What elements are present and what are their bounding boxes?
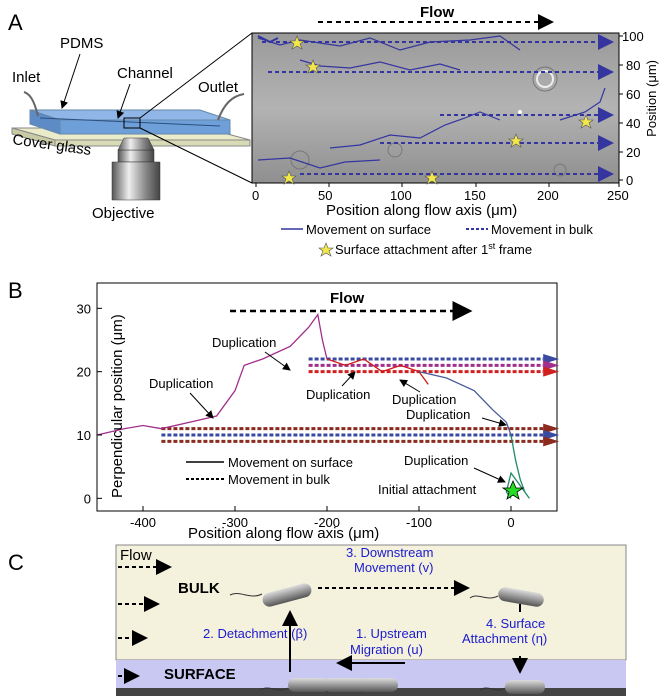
flow-label-a: Flow [420, 4, 454, 21]
panel-a-axes [255, 35, 623, 187]
panel-b-legend: Movement on surface Movement in bulk [186, 455, 353, 487]
bulk-arrowhead-5 [543, 436, 560, 447]
step2-label: 2. Detachment (β) [203, 626, 307, 641]
b-ytick-label-1: 10 [77, 428, 91, 443]
bulk-label: BULK [178, 580, 220, 597]
bulk-arrowhead-3 [543, 423, 560, 434]
c-flow-label: Flow [120, 547, 152, 564]
c-flow-arrows [118, 559, 172, 684]
a-legend-attach: Surface attachment after 1st frame [335, 241, 532, 257]
bulk-arrowhead-1 [543, 360, 560, 371]
a-xtick-4: 200 [537, 188, 559, 203]
a-ytick-4: 80 [626, 58, 640, 73]
a-y-axis-title: Position (μm) [644, 60, 659, 137]
channel-label: Channel [117, 65, 173, 82]
objective-label: Objective [92, 205, 155, 222]
surface-track-3 [505, 434, 530, 499]
outlet-label: Outlet [198, 79, 239, 96]
a-xtick-0: 0 [252, 188, 259, 203]
a-x-axis-title: Position along flow axis (μm) [326, 202, 517, 219]
a-ytick-1: 20 [626, 145, 640, 160]
dup-label-4: Duplication [392, 392, 456, 407]
panel-c-label: C [8, 550, 24, 575]
dup-label-1: Duplication [212, 335, 276, 350]
b-legend-surface: Movement on surface [228, 455, 353, 470]
a-legend-bulk: Movement in bulk [491, 222, 593, 237]
panel-a-tracks [257, 34, 614, 182]
a-xtick-2: 100 [390, 188, 412, 203]
b-legend-bulk: Movement in bulk [228, 472, 330, 487]
panel-a-y-ticks: 0 20 40 60 80 100 [622, 29, 644, 188]
panel-a-x-ticks: 0 50 100 150 200 250 [252, 188, 629, 203]
step3-line2: Movement (v) [354, 560, 433, 575]
surface-label: SURFACE [164, 666, 236, 683]
bulk-arrowhead-0 [543, 354, 560, 364]
panel-b-annotations: Duplication Duplication Duplication Dupl… [149, 335, 507, 497]
step4-line1: 4. Surface [486, 616, 545, 631]
a-ytick-3: 60 [626, 87, 640, 102]
initial-attachment-label: Initial attachment [378, 482, 477, 497]
a-ytick-0: 0 [626, 173, 633, 188]
pdms-label: PDMS [60, 35, 103, 52]
step4-line2: Attachment (η) [462, 631, 547, 646]
microscopy-image [251, 32, 620, 184]
a-legend-surface: Movement on surface [306, 222, 431, 237]
b-xtick-label-2: -200 [314, 515, 340, 530]
b-ytick-label-3: 30 [77, 301, 91, 316]
surface-track-0 [96, 313, 328, 436]
a-xtick-1: 50 [318, 188, 332, 203]
b-xtick-label-0: -400 [130, 515, 156, 530]
step1-line1: 1. Upstream [356, 626, 427, 641]
panel-a-label: A [8, 10, 23, 35]
b-xtick-label-1: -300 [222, 515, 248, 530]
c-cells [229, 583, 545, 694]
a-xtick-5: 250 [607, 188, 629, 203]
panel-b-label: B [8, 278, 23, 303]
dup-label-2: Duplication [149, 376, 213, 391]
b-x-axis-title: Position along flow axis (μm) [188, 525, 379, 542]
surface-track-2 [418, 371, 512, 436]
b-xtick-label-4: 0 [507, 515, 514, 530]
panel-b-axes: -400 -300 -200 -100 0 0 10 20 30 [77, 301, 515, 530]
b-xtick-label-3: -100 [406, 515, 432, 530]
bulk-region [115, 544, 627, 661]
step1-line2: Migration (u) [350, 642, 423, 657]
a-ytick-2: 40 [626, 116, 640, 131]
panel-a-stars [281, 35, 594, 185]
b-y-axis-title: Perpendicular position (μm) [109, 314, 126, 498]
bulk-arrowhead-2 [543, 366, 560, 377]
bulk-arrowhead-4 [543, 430, 560, 440]
inlet-label: Inlet [12, 69, 41, 86]
flow-label-b: Flow [330, 290, 364, 307]
dup-label-6: Duplication [404, 453, 468, 468]
initial-attachment-star [501, 479, 525, 500]
step3-line1: 3. Downstream [346, 545, 433, 560]
panel-a-legend: Movement on surface Movement in bulk Sur… [281, 222, 593, 257]
c-process-arrows [282, 580, 528, 674]
device-schematic [11, 32, 253, 201]
b-ytick-label-0: 0 [84, 491, 91, 506]
b-ytick-label-2: 20 [77, 365, 91, 380]
dup-label-5: Duplication [406, 407, 470, 422]
a-ytick-5: 100 [622, 29, 644, 44]
dup-label-3: Duplication [306, 387, 370, 402]
a-xtick-3: 150 [464, 188, 486, 203]
